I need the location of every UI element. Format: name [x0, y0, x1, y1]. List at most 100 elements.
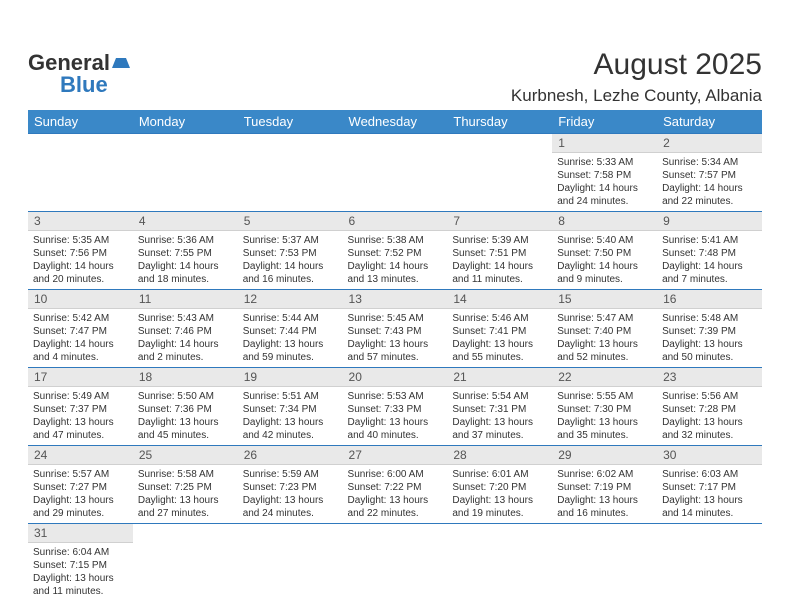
day-number: 3: [28, 212, 133, 231]
day-header: Thursday: [447, 110, 552, 134]
day-number: 5: [238, 212, 343, 231]
header-right: August 2025 Kurbnesh, Lezhe County, Alba…: [511, 48, 762, 106]
day-number: 8: [552, 212, 657, 231]
day-details: Sunrise: 6:01 AMSunset: 7:20 PMDaylight:…: [447, 465, 552, 523]
day-header: Monday: [133, 110, 238, 134]
day-number: 29: [552, 446, 657, 465]
calendar-cell: 8Sunrise: 5:40 AMSunset: 7:50 PMDaylight…: [552, 212, 657, 290]
calendar-cell: [657, 524, 762, 602]
day-details: Sunrise: 5:48 AMSunset: 7:39 PMDaylight:…: [657, 309, 762, 367]
day-details: Sunrise: 5:33 AMSunset: 7:58 PMDaylight:…: [552, 153, 657, 211]
day-number: 11: [133, 290, 238, 309]
calendar-cell: 17Sunrise: 5:49 AMSunset: 7:37 PMDayligh…: [28, 368, 133, 446]
day-details: Sunrise: 5:59 AMSunset: 7:23 PMDaylight:…: [238, 465, 343, 523]
calendar-cell: [238, 524, 343, 602]
calendar-cell: 28Sunrise: 6:01 AMSunset: 7:20 PMDayligh…: [447, 446, 552, 524]
calendar-week-row: 17Sunrise: 5:49 AMSunset: 7:37 PMDayligh…: [28, 368, 762, 446]
calendar-cell: 20Sunrise: 5:53 AMSunset: 7:33 PMDayligh…: [343, 368, 448, 446]
calendar-week-row: 10Sunrise: 5:42 AMSunset: 7:47 PMDayligh…: [28, 290, 762, 368]
day-number: 27: [343, 446, 448, 465]
day-details: Sunrise: 5:51 AMSunset: 7:34 PMDaylight:…: [238, 387, 343, 445]
calendar-cell: [343, 524, 448, 602]
day-number: 7: [447, 212, 552, 231]
calendar-cell: 1Sunrise: 5:33 AMSunset: 7:58 PMDaylight…: [552, 134, 657, 212]
calendar-cell: [133, 524, 238, 602]
calendar-cell: [552, 524, 657, 602]
month-title: August 2025: [511, 48, 762, 82]
day-header: Friday: [552, 110, 657, 134]
calendar-header-row: Sunday Monday Tuesday Wednesday Thursday…: [28, 110, 762, 134]
calendar-cell: 22Sunrise: 5:55 AMSunset: 7:30 PMDayligh…: [552, 368, 657, 446]
calendar-cell: 15Sunrise: 5:47 AMSunset: 7:40 PMDayligh…: [552, 290, 657, 368]
day-number: 17: [28, 368, 133, 387]
calendar-cell: 16Sunrise: 5:48 AMSunset: 7:39 PMDayligh…: [657, 290, 762, 368]
logo-text-blue-wrap: Blue: [60, 72, 108, 98]
calendar-cell: 24Sunrise: 5:57 AMSunset: 7:27 PMDayligh…: [28, 446, 133, 524]
day-number: 4: [133, 212, 238, 231]
calendar-week-row: 3Sunrise: 5:35 AMSunset: 7:56 PMDaylight…: [28, 212, 762, 290]
calendar-cell: 27Sunrise: 6:00 AMSunset: 7:22 PMDayligh…: [343, 446, 448, 524]
day-details: Sunrise: 5:56 AMSunset: 7:28 PMDaylight:…: [657, 387, 762, 445]
calendar-cell: 26Sunrise: 5:59 AMSunset: 7:23 PMDayligh…: [238, 446, 343, 524]
day-details: Sunrise: 5:34 AMSunset: 7:57 PMDaylight:…: [657, 153, 762, 211]
day-header: Sunday: [28, 110, 133, 134]
day-details: Sunrise: 5:54 AMSunset: 7:31 PMDaylight:…: [447, 387, 552, 445]
day-details: Sunrise: 5:49 AMSunset: 7:37 PMDaylight:…: [28, 387, 133, 445]
calendar-cell: [447, 524, 552, 602]
day-details: Sunrise: 6:02 AMSunset: 7:19 PMDaylight:…: [552, 465, 657, 523]
calendar-cell: 6Sunrise: 5:38 AMSunset: 7:52 PMDaylight…: [343, 212, 448, 290]
calendar-cell: 4Sunrise: 5:36 AMSunset: 7:55 PMDaylight…: [133, 212, 238, 290]
day-number: 21: [447, 368, 552, 387]
day-number: 20: [343, 368, 448, 387]
day-details: Sunrise: 5:39 AMSunset: 7:51 PMDaylight:…: [447, 231, 552, 289]
day-details: Sunrise: 5:45 AMSunset: 7:43 PMDaylight:…: [343, 309, 448, 367]
calendar-cell: [28, 134, 133, 212]
calendar-cell: 11Sunrise: 5:43 AMSunset: 7:46 PMDayligh…: [133, 290, 238, 368]
calendar-week-row: 1Sunrise: 5:33 AMSunset: 7:58 PMDaylight…: [28, 134, 762, 212]
day-details: Sunrise: 6:00 AMSunset: 7:22 PMDaylight:…: [343, 465, 448, 523]
calendar-cell: 13Sunrise: 5:45 AMSunset: 7:43 PMDayligh…: [343, 290, 448, 368]
calendar-cell: 29Sunrise: 6:02 AMSunset: 7:19 PMDayligh…: [552, 446, 657, 524]
day-number: 14: [447, 290, 552, 309]
day-number: 16: [657, 290, 762, 309]
day-details: Sunrise: 5:44 AMSunset: 7:44 PMDaylight:…: [238, 309, 343, 367]
day-number: 10: [28, 290, 133, 309]
day-details: Sunrise: 5:41 AMSunset: 7:48 PMDaylight:…: [657, 231, 762, 289]
day-details: Sunrise: 5:35 AMSunset: 7:56 PMDaylight:…: [28, 231, 133, 289]
day-details: Sunrise: 6:04 AMSunset: 7:15 PMDaylight:…: [28, 543, 133, 601]
day-details: Sunrise: 5:57 AMSunset: 7:27 PMDaylight:…: [28, 465, 133, 523]
day-number: 19: [238, 368, 343, 387]
day-number: 24: [28, 446, 133, 465]
calendar-cell: [447, 134, 552, 212]
day-number: 18: [133, 368, 238, 387]
day-details: Sunrise: 5:47 AMSunset: 7:40 PMDaylight:…: [552, 309, 657, 367]
calendar-cell: [133, 134, 238, 212]
day-number: 30: [657, 446, 762, 465]
day-number: 15: [552, 290, 657, 309]
calendar-cell: 21Sunrise: 5:54 AMSunset: 7:31 PMDayligh…: [447, 368, 552, 446]
calendar-cell: 14Sunrise: 5:46 AMSunset: 7:41 PMDayligh…: [447, 290, 552, 368]
day-number: 26: [238, 446, 343, 465]
day-details: Sunrise: 6:03 AMSunset: 7:17 PMDaylight:…: [657, 465, 762, 523]
day-details: Sunrise: 5:46 AMSunset: 7:41 PMDaylight:…: [447, 309, 552, 367]
day-details: Sunrise: 5:58 AMSunset: 7:25 PMDaylight:…: [133, 465, 238, 523]
day-details: Sunrise: 5:36 AMSunset: 7:55 PMDaylight:…: [133, 231, 238, 289]
calendar-cell: 30Sunrise: 6:03 AMSunset: 7:17 PMDayligh…: [657, 446, 762, 524]
calendar-cell: 3Sunrise: 5:35 AMSunset: 7:56 PMDaylight…: [28, 212, 133, 290]
day-details: Sunrise: 5:55 AMSunset: 7:30 PMDaylight:…: [552, 387, 657, 445]
location-text: Kurbnesh, Lezhe County, Albania: [511, 86, 762, 106]
day-details: Sunrise: 5:38 AMSunset: 7:52 PMDaylight:…: [343, 231, 448, 289]
day-number: 9: [657, 212, 762, 231]
calendar-body: 1Sunrise: 5:33 AMSunset: 7:58 PMDaylight…: [28, 134, 762, 602]
calendar-cell: [238, 134, 343, 212]
day-number: 12: [238, 290, 343, 309]
day-details: Sunrise: 5:42 AMSunset: 7:47 PMDaylight:…: [28, 309, 133, 367]
day-header: Saturday: [657, 110, 762, 134]
calendar-week-row: 24Sunrise: 5:57 AMSunset: 7:27 PMDayligh…: [28, 446, 762, 524]
day-details: Sunrise: 5:50 AMSunset: 7:36 PMDaylight:…: [133, 387, 238, 445]
calendar-cell: 7Sunrise: 5:39 AMSunset: 7:51 PMDaylight…: [447, 212, 552, 290]
day-details: Sunrise: 5:40 AMSunset: 7:50 PMDaylight:…: [552, 231, 657, 289]
day-details: Sunrise: 5:53 AMSunset: 7:33 PMDaylight:…: [343, 387, 448, 445]
day-number: 13: [343, 290, 448, 309]
calendar-cell: 2Sunrise: 5:34 AMSunset: 7:57 PMDaylight…: [657, 134, 762, 212]
